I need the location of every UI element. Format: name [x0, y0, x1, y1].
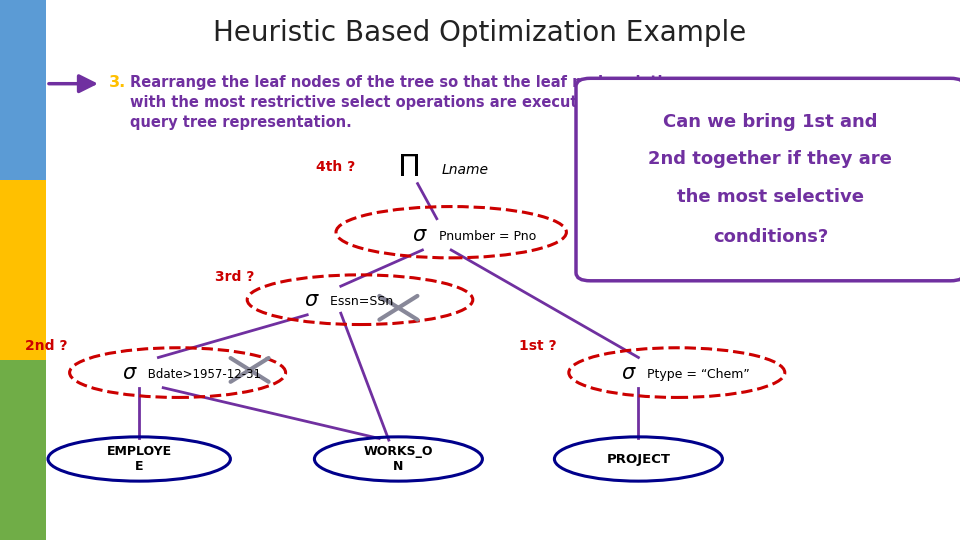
Text: query tree representation.: query tree representation. [130, 115, 351, 130]
Text: conditions?: conditions? [712, 227, 828, 246]
Text: PROJECT: PROJECT [607, 453, 670, 465]
Text: with the most restrictive select operations are executed first in the: with the most restrictive select operati… [130, 95, 690, 110]
Text: Heuristic Based Optimization Example: Heuristic Based Optimization Example [213, 19, 747, 47]
Text: WORKS_O
N: WORKS_O N [364, 445, 433, 473]
Bar [0, 360, 46, 540]
Text: Lname: Lname [442, 163, 489, 177]
FancyBboxPatch shape [576, 78, 960, 281]
Text: 4th ?: 4th ? [316, 160, 355, 174]
Text: 3rd ?: 3rd ? [215, 270, 254, 284]
Text: Can we bring 1st and: Can we bring 1st and [663, 112, 877, 131]
Text: Essn=SSn: Essn=SSn [326, 295, 394, 308]
Text: EMPLOYE
E: EMPLOYE E [107, 445, 172, 473]
Text: 2nd together if they are: 2nd together if they are [648, 150, 893, 168]
Text: Pnumber = Pno: Pnumber = Pno [435, 230, 536, 243]
Text: $\Pi$: $\Pi$ [397, 153, 419, 182]
Text: $\sigma$: $\sigma$ [412, 225, 427, 245]
Text: the most selective: the most selective [677, 188, 864, 206]
Bar [0, 0, 46, 180]
Bar [0, 180, 46, 360]
Text: Bdate>1957-12-31: Bdate>1957-12-31 [144, 368, 261, 381]
Text: Ptype = “Chem”: Ptype = “Chem” [643, 368, 750, 381]
Text: 2nd ?: 2nd ? [25, 339, 67, 353]
Text: Rearrange the leaf nodes of the tree so that the leaf node relations: Rearrange the leaf nodes of the tree so … [130, 75, 691, 90]
Text: $\sigma$: $\sigma$ [621, 362, 636, 383]
Text: 1st ?: 1st ? [519, 339, 557, 353]
Text: $\sigma$: $\sigma$ [122, 362, 137, 383]
Text: 3.: 3. [108, 75, 126, 90]
Text: $\sigma$: $\sigma$ [304, 289, 320, 310]
